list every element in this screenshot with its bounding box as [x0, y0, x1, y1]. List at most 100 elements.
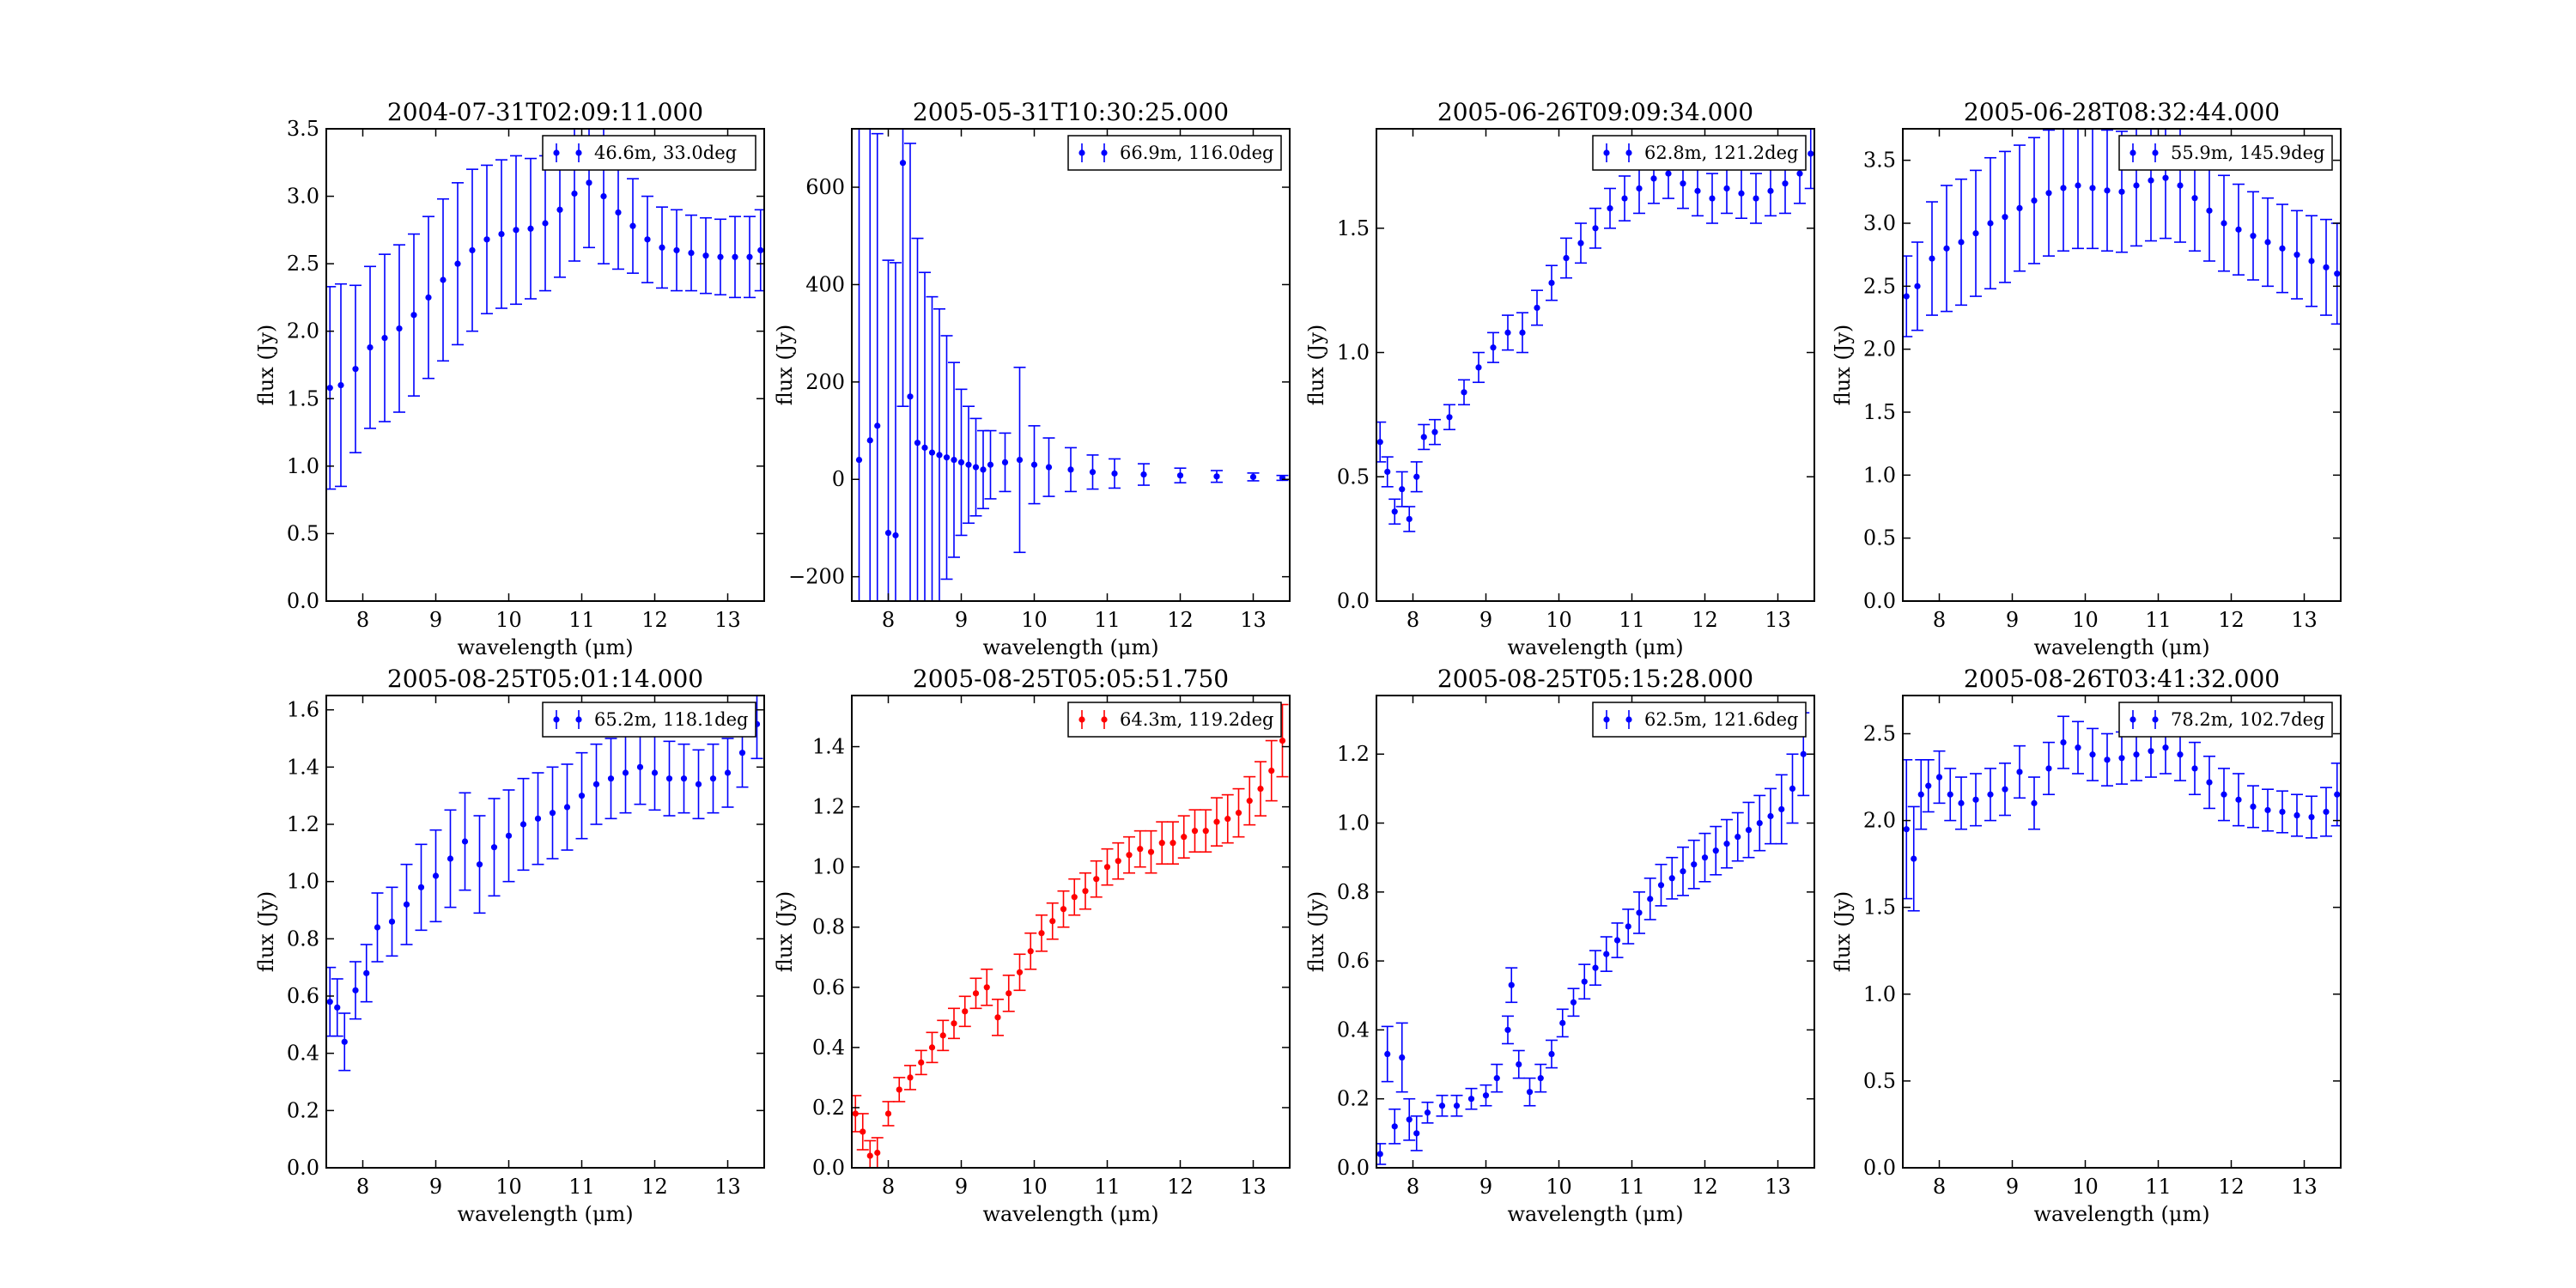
data-point	[2235, 796, 2242, 803]
data-point	[2264, 239, 2271, 246]
data-point	[943, 454, 951, 461]
data-point	[1001, 459, 1009, 466]
data-point	[1213, 818, 1220, 825]
data-point	[1049, 918, 1056, 925]
data-point	[1563, 254, 1570, 262]
y-tick-label: 1.0	[287, 454, 319, 478]
x-tick-label: 11	[1619, 1175, 1645, 1199]
legend-marker-point	[1625, 149, 1632, 156]
y-tick-label: 200	[805, 370, 845, 394]
x-tick-label: 11	[568, 1175, 595, 1199]
y-tick-label: −200	[788, 565, 845, 589]
data-point	[505, 832, 513, 839]
data-point	[1147, 848, 1155, 855]
data-point	[1071, 894, 1078, 901]
y-tick-label: 1.0	[812, 855, 845, 879]
x-tick-label: 8	[882, 608, 895, 632]
data-point	[1027, 948, 1034, 955]
data-point	[2060, 185, 2067, 191]
legend: 62.8m, 121.2deg	[1592, 135, 1807, 171]
data-point	[1376, 1151, 1383, 1157]
data-point	[2031, 799, 2038, 806]
data-point	[1170, 840, 1176, 847]
data-point	[527, 225, 534, 232]
x-tick-label: 13	[1240, 608, 1267, 632]
chart-title: 2005-08-25T05:15:28.000	[1437, 665, 1753, 693]
data-point	[410, 312, 417, 319]
data-point	[1987, 220, 1994, 227]
x-tick-label: 13	[2291, 608, 2318, 632]
y-tick-label: 1.4	[287, 755, 319, 779]
chart-panel-7: 2005-08-25T05:15:28.000 8 9 10 11 12 13 0.0 0.2 0…	[1304, 665, 1815, 1226]
data-point	[673, 246, 680, 254]
y-axis-label: flux (Jy)	[254, 891, 278, 973]
legend-marker-point	[1078, 149, 1085, 156]
data-point	[586, 179, 592, 186]
x-tick-label: 10	[2072, 608, 2099, 632]
data-point	[2075, 744, 2081, 751]
data-point	[352, 987, 359, 993]
data-point	[757, 246, 764, 254]
data-point	[951, 1020, 957, 1027]
y-tick-label: 1.5	[1863, 400, 1896, 424]
x-tick-label: 10	[2072, 1175, 2099, 1199]
data-series	[852, 703, 1289, 1168]
data-point	[600, 192, 607, 200]
legend-marker-point	[1101, 149, 1108, 156]
data-point	[1111, 470, 1118, 477]
y-tick-label: 0.5	[1863, 1069, 1896, 1093]
data-point	[1958, 799, 1965, 806]
data-point	[1406, 515, 1413, 523]
data-point	[1607, 205, 1613, 212]
data-point	[717, 253, 724, 260]
data-point	[1534, 304, 1540, 312]
x-tick-label: 13	[2291, 1175, 2318, 1199]
x-tick-label: 12	[1692, 608, 1718, 632]
y-tick-label: 0.5	[287, 521, 319, 545]
chart-title: 2005-08-25T05:05:51.750	[913, 665, 1229, 693]
data-point	[461, 838, 469, 845]
x-tick-label: 8	[882, 1175, 895, 1199]
data-point	[1420, 434, 1427, 440]
y-axis-label: flux (Jy)	[1831, 325, 1855, 406]
data-point	[1613, 937, 1621, 944]
data-point	[1391, 1123, 1398, 1130]
data-point	[2334, 791, 2341, 798]
y-tick-label: 600	[805, 175, 845, 199]
data-point	[907, 393, 914, 400]
legend-marker-point	[2152, 149, 2159, 156]
x-tick-label: 12	[1692, 1175, 1718, 1199]
data-point	[1548, 1050, 1555, 1058]
data-point	[1712, 848, 1719, 854]
data-point	[2045, 190, 2052, 197]
data-point	[2334, 270, 2341, 277]
data-point	[1482, 1092, 1490, 1099]
x-tick-label: 11	[1094, 1175, 1121, 1199]
data-point	[921, 444, 928, 451]
x-axis-label: wavelength (μm)	[982, 1202, 1158, 1226]
data-point	[1115, 858, 1121, 865]
x-tick-label: 11	[1094, 608, 1121, 632]
y-tick-label: 2.5	[1863, 274, 1896, 298]
legend-marker-point	[575, 716, 582, 723]
y-tick-label: 0.6	[812, 975, 845, 999]
data-point	[2045, 765, 2052, 772]
y-tick-label: 0.0	[812, 1156, 845, 1180]
data-point	[2133, 182, 2140, 189]
data-point	[334, 1004, 341, 1011]
data-point	[337, 381, 344, 389]
data-point	[1972, 230, 1979, 237]
x-tick-label: 13	[714, 608, 741, 632]
legend-label: 55.9m, 145.9deg	[2171, 143, 2324, 163]
y-tick-label: 0.4	[1337, 1018, 1370, 1042]
data-point	[1257, 785, 1264, 793]
data-point	[659, 244, 665, 251]
data-point	[866, 437, 873, 444]
y-axis-label: flux (Jy)	[254, 325, 278, 406]
legend-marker-point	[1625, 716, 1632, 723]
data-point	[702, 252, 709, 259]
chart-title: 2005-08-26T03:41:32.000	[1964, 665, 2280, 693]
x-tick-label: 12	[1167, 1175, 1194, 1199]
data-point	[874, 422, 881, 429]
data-point	[907, 1074, 914, 1081]
